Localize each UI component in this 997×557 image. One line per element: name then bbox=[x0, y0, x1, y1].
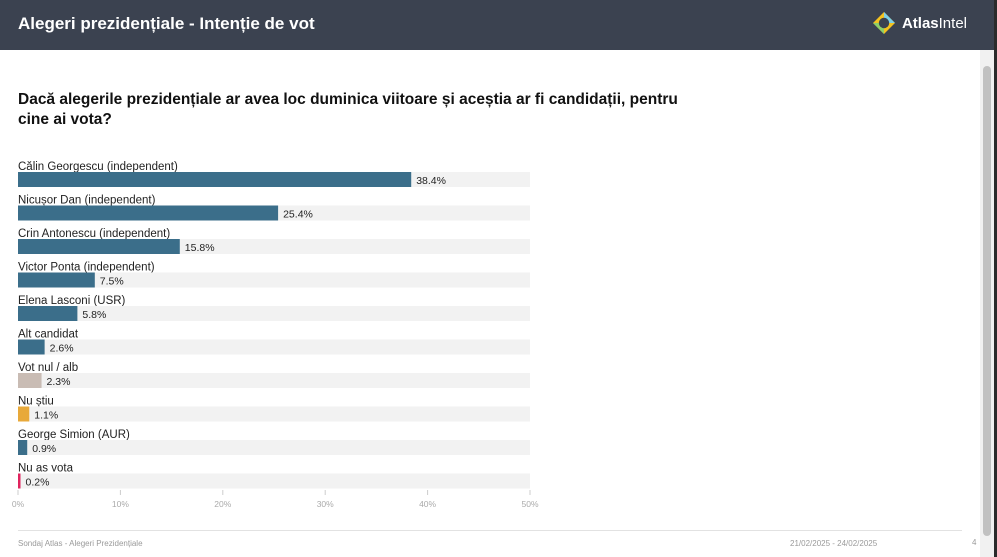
category-label: Nu știu bbox=[18, 396, 54, 408]
footer-dates: 21/02/2025 - 24/02/2025 bbox=[790, 539, 878, 548]
bar bbox=[18, 373, 42, 388]
x-tick-label: 10% bbox=[112, 499, 129, 509]
footer-source: Sondaj Atlas - Alegeri Prezidențiale bbox=[18, 539, 143, 548]
x-tick-label: 40% bbox=[419, 499, 436, 509]
category-label: Călin Georgescu (independent) bbox=[18, 161, 178, 173]
category-label: Victor Ponta (independent) bbox=[18, 262, 155, 274]
bar bbox=[18, 306, 78, 321]
bar bbox=[18, 339, 45, 355]
bar-value-label: 2.3% bbox=[47, 376, 71, 388]
x-tick-label: 50% bbox=[521, 499, 538, 509]
bar-track bbox=[18, 272, 530, 288]
scrollbar-thumb[interactable] bbox=[983, 66, 991, 536]
category-label: Nu as vota bbox=[18, 463, 74, 475]
bar-track bbox=[18, 306, 530, 321]
bar-value-label: 0.2% bbox=[26, 477, 50, 489]
bar bbox=[18, 406, 30, 422]
footer-divider bbox=[18, 530, 962, 531]
bar-value-label: 15.8% bbox=[185, 242, 215, 254]
bar bbox=[18, 239, 180, 254]
page-title: Alegeri prezidențiale - Intenție de vot bbox=[18, 14, 315, 33]
bar-value-label: 0.9% bbox=[32, 443, 56, 455]
bar-track bbox=[18, 473, 530, 489]
page-number: 4 bbox=[972, 538, 977, 547]
x-tick-label: 20% bbox=[214, 499, 231, 509]
category-label: Vot nul / alb bbox=[18, 362, 78, 374]
bar-track bbox=[18, 339, 530, 355]
vote-intention-chart: Călin Georgescu (independent) 38.4% Nicușo… bbox=[12, 161, 539, 509]
bar-track bbox=[18, 440, 530, 455]
bar-track bbox=[18, 406, 530, 422]
bar-value-label: 2.6% bbox=[50, 343, 74, 355]
bar-value-label: 1.1% bbox=[34, 410, 58, 422]
brand-logo: AtlasIntel bbox=[872, 11, 967, 35]
bar-value-label: 5.8% bbox=[82, 309, 106, 321]
x-tick-label: 0% bbox=[12, 499, 25, 509]
bar bbox=[18, 440, 28, 455]
bar bbox=[18, 272, 95, 288]
bar-value-label: 38.4% bbox=[416, 175, 446, 187]
brand-name: AtlasIntel bbox=[901, 14, 967, 32]
category-label: Nicușor Dan (independent) bbox=[18, 195, 156, 207]
bar-track bbox=[18, 373, 530, 388]
bar-value-label: 25.4% bbox=[283, 209, 313, 221]
header-bar: Alegeri prezidențiale - Intenție de vot … bbox=[0, 0, 994, 50]
slide-panel: Dacă alegerile prezidențiale ar avea loc… bbox=[0, 50, 980, 557]
bar-value-label: 7.5% bbox=[100, 276, 124, 288]
category-label: Alt candidat bbox=[18, 329, 79, 341]
category-label: Crin Antonescu (independent) bbox=[18, 228, 170, 240]
bar bbox=[18, 205, 279, 221]
atlasintel-logo-icon bbox=[872, 12, 895, 34]
bar bbox=[18, 172, 412, 187]
bar bbox=[18, 473, 21, 489]
x-tick-label: 30% bbox=[317, 499, 334, 509]
category-label: Elena Lasconi (USR) bbox=[18, 295, 126, 307]
category-label: George Simion (AUR) bbox=[18, 429, 130, 441]
survey-question: Dacă alegerile prezidențiale ar avea loc… bbox=[18, 91, 678, 128]
